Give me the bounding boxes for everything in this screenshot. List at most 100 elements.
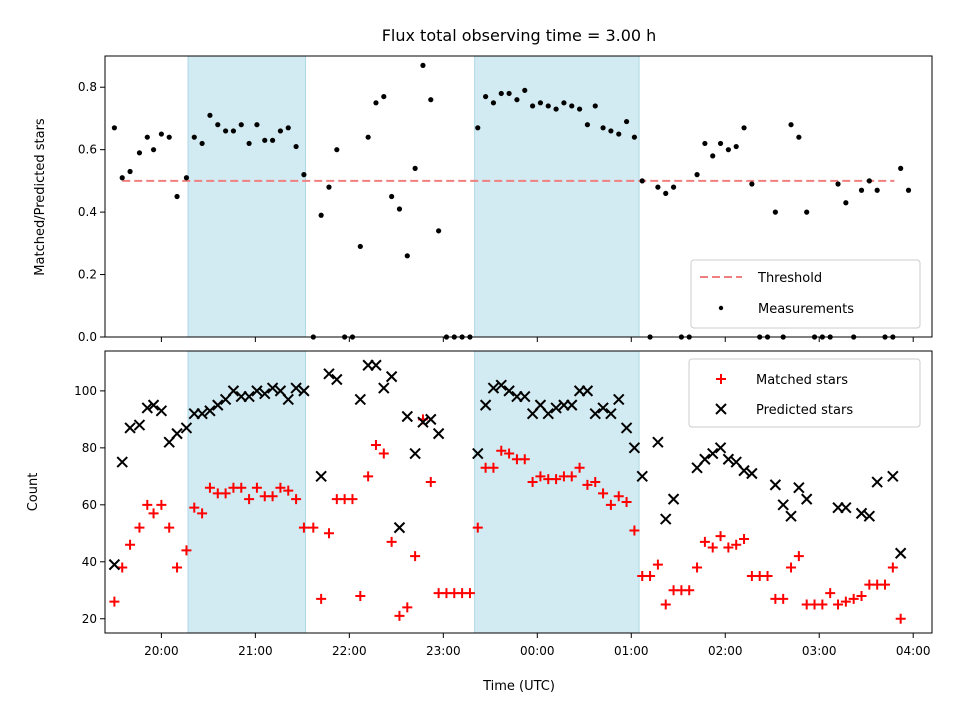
matched-point — [574, 462, 585, 473]
predicted-point — [855, 507, 868, 520]
measurement-point — [804, 209, 810, 215]
predicted-point — [116, 456, 128, 468]
measurement-point — [230, 128, 237, 134]
count-panel: 20 40 60 80 100 20:00 21:00 22:00 23:00 00:00 01:0… — [26, 350, 933, 658]
measurement-point — [506, 90, 512, 97]
predicted-point — [487, 382, 500, 394]
predicted-point — [800, 493, 813, 505]
matched-point — [370, 440, 381, 450]
matched-point — [220, 488, 231, 499]
measurement-point — [166, 134, 172, 140]
predicted-point — [660, 513, 672, 525]
measurement-point — [694, 172, 700, 178]
measurement-point — [905, 187, 912, 193]
measurement-point — [357, 243, 363, 250]
measurement-point — [592, 103, 598, 109]
matched-point — [363, 471, 374, 482]
measurement-point — [389, 193, 395, 200]
measurement-point — [749, 181, 755, 187]
predicted-point — [401, 410, 414, 423]
ratio-legend: Threshold Measurements — [690, 259, 921, 329]
matched-point — [707, 542, 718, 553]
predicted-point — [479, 399, 492, 411]
matched-point — [566, 471, 577, 482]
predicted-point — [370, 359, 382, 371]
predicted-legend-swatch — [715, 403, 727, 415]
predicted-point — [298, 385, 310, 397]
matched-point — [856, 590, 867, 601]
predicted-point — [323, 368, 335, 380]
measurement-point — [483, 93, 489, 100]
measurement-point — [631, 134, 638, 140]
matched-point — [298, 522, 309, 533]
measurement-point — [898, 165, 904, 171]
measurement-point — [655, 184, 661, 190]
predicted-point — [628, 442, 641, 454]
y-tick-label: 60 — [82, 498, 97, 512]
measurement-point — [191, 134, 197, 140]
matched-point — [817, 599, 828, 610]
y-tick-label: 80 — [82, 441, 97, 455]
matched-point — [731, 539, 742, 550]
predicted-point — [147, 399, 160, 411]
matched-point — [355, 590, 366, 601]
matched-point — [739, 534, 750, 544]
measurement-point — [246, 140, 252, 147]
x-tick-label: 23:00 — [426, 644, 461, 658]
matched-point — [267, 491, 278, 502]
matched-legend-label: Matched stars — [756, 373, 848, 388]
matched-point — [316, 593, 327, 604]
predicted-point — [385, 370, 398, 383]
measurement-point — [553, 106, 559, 112]
panel-frame-1 — [104, 350, 933, 634]
measurement-point — [733, 143, 739, 150]
count-legend-box — [688, 358, 921, 428]
measurement-point — [670, 184, 677, 190]
measurement-point — [144, 134, 150, 140]
measurement-point — [373, 100, 379, 106]
measurement-point — [717, 140, 724, 147]
matched-point — [251, 482, 262, 493]
matched-point — [148, 508, 159, 519]
predicted-point — [871, 476, 883, 488]
measurement-point — [522, 87, 528, 93]
ratio-panel: 0.00.20.40.60.8 Matched/Predicted stars … — [33, 55, 933, 344]
measurement-point — [608, 128, 614, 134]
matched-point — [613, 491, 624, 502]
matched-point — [684, 585, 695, 596]
matched-point — [197, 508, 208, 519]
matched-point — [590, 477, 601, 488]
matched-point — [347, 494, 358, 505]
matched-point — [527, 477, 538, 488]
predicted-point — [777, 499, 789, 511]
predicted-point — [620, 422, 633, 434]
measurement-point — [318, 212, 324, 218]
shaded-interval-1-1 — [474, 350, 640, 634]
y-tick-label: 0.2 — [78, 268, 97, 282]
predicted-point — [251, 385, 263, 397]
predicted-point — [894, 547, 907, 559]
measurement-point — [119, 175, 125, 181]
predicted-point — [108, 558, 121, 571]
matched-point — [848, 593, 859, 604]
measurement-point — [199, 140, 205, 147]
predicted-point — [133, 419, 146, 431]
matched-point — [172, 562, 183, 573]
measurement-point — [412, 165, 418, 171]
predicted-point — [605, 407, 617, 420]
predicted-point — [243, 390, 255, 403]
predicted-point — [699, 453, 711, 465]
measurements-legend-label: Measurements — [758, 302, 854, 317]
predicted-point — [432, 427, 445, 440]
predicted-point — [840, 501, 852, 514]
predicted-point — [746, 467, 758, 480]
measurement-point — [262, 137, 268, 143]
measurement-point — [569, 103, 575, 109]
measurement-point — [545, 103, 551, 109]
predicted-point — [282, 393, 294, 406]
predicted-point — [613, 393, 625, 406]
y-tick-label: 0.0 — [78, 330, 97, 344]
matched-point — [652, 559, 663, 570]
measurement-point — [616, 131, 622, 137]
